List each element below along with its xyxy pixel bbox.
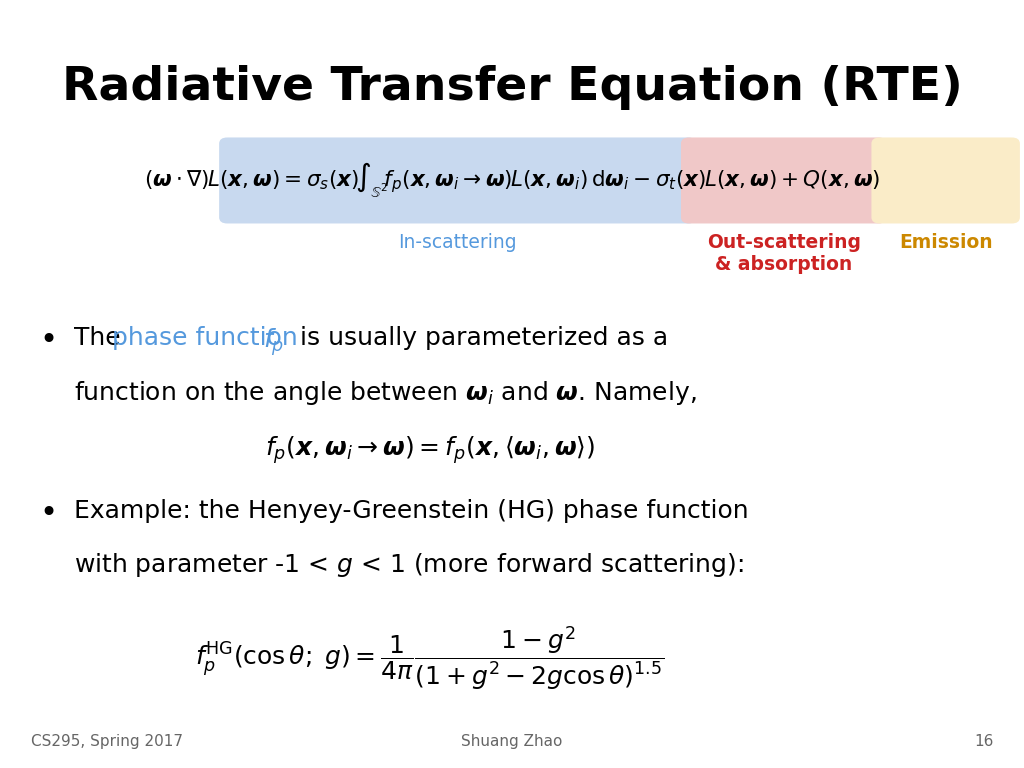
Text: Example: the Henyey-Greenstein (HG) phase function: Example: the Henyey-Greenstein (HG) phas… — [74, 499, 749, 523]
Text: $(\boldsymbol{\omega} \cdot \nabla)L(\boldsymbol{x}, \boldsymbol{\omega}) = \sig: $(\boldsymbol{\omega} \cdot \nabla)L(\bo… — [143, 161, 881, 200]
Text: 16: 16 — [974, 733, 993, 749]
Text: •: • — [39, 326, 57, 356]
Text: Out-scattering
& absorption: Out-scattering & absorption — [707, 233, 861, 273]
Text: The: The — [74, 326, 128, 350]
Text: In-scattering: In-scattering — [398, 233, 517, 252]
Text: $f_p(\boldsymbol{x}, \boldsymbol{\omega}_i \to \boldsymbol{\omega}) = f_p(\bolds: $f_p(\boldsymbol{x}, \boldsymbol{\omega}… — [265, 434, 595, 465]
Text: phase function: phase function — [112, 326, 305, 350]
Text: is usually parameterized as a: is usually parameterized as a — [292, 326, 668, 350]
Text: CS295, Spring 2017: CS295, Spring 2017 — [31, 733, 182, 749]
Text: Radiative Transfer Equation (RTE): Radiative Transfer Equation (RTE) — [61, 65, 963, 111]
Text: with parameter -1 < $g$ < 1 (more forward scattering):: with parameter -1 < $g$ < 1 (more forwar… — [74, 551, 743, 579]
FancyBboxPatch shape — [871, 137, 1020, 223]
Text: function on the angle between $\boldsymbol{\omega}_i$ and $\boldsymbol{\omega}$.: function on the angle between $\boldsymb… — [74, 379, 696, 406]
FancyBboxPatch shape — [681, 137, 887, 223]
Text: Emission: Emission — [899, 233, 992, 252]
Text: $f_p$: $f_p$ — [263, 326, 285, 358]
Text: Shuang Zhao: Shuang Zhao — [462, 733, 562, 749]
Text: •: • — [39, 499, 57, 528]
FancyBboxPatch shape — [219, 137, 696, 223]
Text: $f_p^{\mathrm{HG}}(\cos\theta;\; g) = \dfrac{1}{4\pi} \dfrac{1 - g^2}{(1 + g^2 -: $f_p^{\mathrm{HG}}(\cos\theta;\; g) = \d… — [196, 624, 665, 692]
